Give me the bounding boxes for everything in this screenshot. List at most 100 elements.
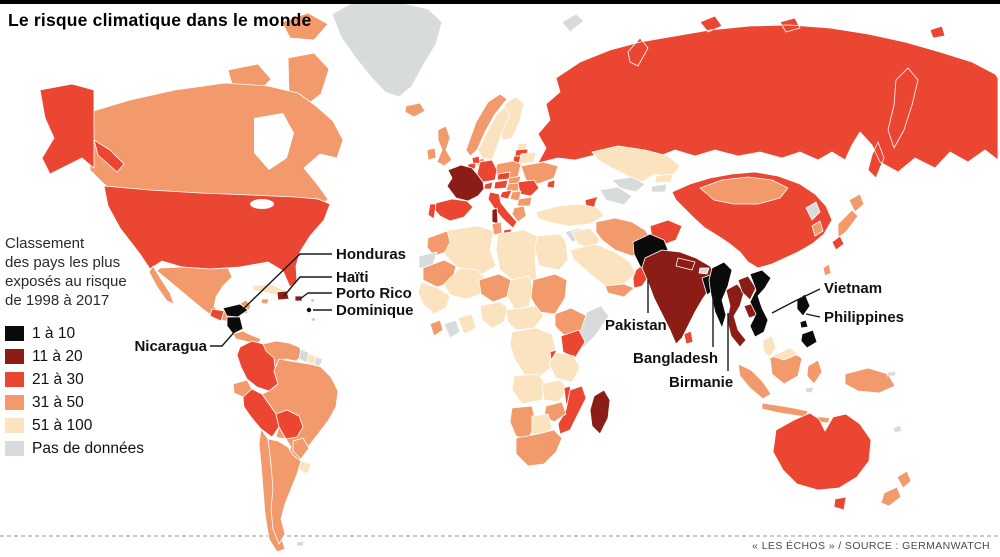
region-uruguay: [298, 460, 312, 475]
legend-label: 11 à 20: [32, 347, 83, 365]
callout-label-philippines: Philippines: [824, 309, 904, 326]
region-alaska: [39, 83, 125, 175]
region-yemen: [604, 283, 635, 298]
region-austria: [493, 179, 509, 190]
region-libya: [495, 229, 538, 284]
callout-label-nicaragua: Nicaragua: [134, 338, 207, 355]
region-sweden: [477, 106, 511, 161]
region-uk: [436, 125, 453, 167]
region-chad: [506, 275, 534, 311]
region-new-zealand: [880, 470, 912, 507]
region-switzerland: [483, 181, 494, 190]
callout-line-honduras: [239, 253, 332, 313]
region-myanmar: [708, 261, 733, 329]
region-falkland: [295, 540, 305, 547]
legend-caption: Classement des pays les plus exposés au …: [5, 234, 175, 310]
callout-label-vietnam: Vietnam: [824, 280, 882, 297]
callout-label-honduras: Honduras: [336, 246, 406, 263]
region-ghana-benin: [457, 313, 477, 335]
top-accent-bar: [0, 0, 1000, 4]
region-tanzania: [548, 351, 581, 383]
region-madagascar: [589, 389, 611, 435]
legend-item-rank-31-50: 31 à 50: [5, 391, 175, 414]
region-porto-rico: [294, 295, 303, 302]
callout-label-bangladesh: Bangladesh: [633, 350, 718, 367]
legend-label: 31 à 50: [32, 393, 84, 411]
region-solomon-islands: [886, 370, 897, 377]
region-argentina: [267, 438, 302, 545]
region-svalbard: [561, 13, 585, 33]
region-australia: [772, 412, 872, 511]
region-south-africa: [515, 429, 563, 467]
legend-swatch-rank-1-10: [5, 326, 24, 341]
callout-label-haiti: Haïti: [336, 269, 369, 286]
legend-item-no-data: Pas de données: [5, 437, 175, 460]
region-japan: [837, 193, 865, 239]
region-new-guinea: [844, 367, 896, 394]
region-timor: [804, 386, 815, 394]
region-tunisia: [491, 221, 503, 236]
source-credit: « LES ÉCHOS » / SOURCE : GERMANWATCH: [752, 540, 990, 552]
region-mexico: [148, 265, 252, 322]
hudson-bay: [254, 113, 294, 170]
region-dominique: [305, 306, 312, 313]
region-honduras: [222, 303, 249, 318]
legend-caption-line: des pays les plus: [5, 254, 121, 271]
region-jamaica: [260, 298, 270, 305]
region-ireland: [426, 147, 437, 161]
region-malaysia: [762, 335, 777, 358]
region-belarus: [518, 151, 537, 165]
page-title: Le risque climatique dans le monde: [8, 10, 312, 30]
region-greenland: [331, 0, 443, 98]
region-kyrgyzstan: [654, 173, 674, 184]
callout-line-philippines: [805, 313, 821, 318]
region-greece: [511, 205, 527, 223]
legend-label: 21 à 30: [32, 370, 84, 388]
legend-swatch-rank-31-50: [5, 395, 24, 410]
region-indonesia: [737, 349, 831, 424]
region-iceland: [404, 102, 426, 118]
region-netherlands: [471, 155, 481, 165]
region-guatemala: [209, 308, 225, 322]
region-somalia: [578, 305, 610, 349]
region-bhutan: [698, 267, 710, 275]
region-corsica-sardinia: [491, 207, 499, 225]
region-uzbekistan: [611, 176, 646, 193]
legend-swatch-rank-11-20: [5, 349, 24, 364]
region-norway: [465, 93, 508, 157]
callout-label-pakistan: Pakistan: [605, 317, 667, 334]
region-niger: [478, 273, 512, 303]
region-venezuela: [262, 340, 304, 368]
legend: Classement des pays les plus exposés au …: [5, 234, 175, 460]
region-nicaragua: [226, 316, 244, 335]
region-russia: [537, 15, 999, 179]
region-portugal: [427, 203, 437, 220]
region-vietnam: [749, 269, 772, 338]
region-spain: [433, 198, 474, 222]
region-bulgaria: [516, 196, 533, 207]
region-lesser-antilles: [310, 298, 316, 322]
region-sudan: [530, 273, 568, 315]
region-croatia: [499, 189, 513, 200]
legend-item-rank-1-10: 1 à 10: [5, 322, 175, 345]
region-hungary: [505, 182, 521, 192]
callout-label-dominique: Dominique: [336, 302, 414, 319]
region-angola: [511, 373, 547, 405]
legend-caption-line: de 1998 à 2017: [5, 292, 110, 309]
region-zambia: [541, 379, 569, 403]
callout-line-vietnam: [771, 288, 821, 314]
legend-swatch-no-data: [5, 441, 24, 456]
region-nigeria: [479, 301, 509, 329]
region-philippines: [796, 293, 818, 349]
region-nepal: [675, 257, 696, 271]
callout-line-haiti: [283, 276, 332, 297]
legend-item-rank-21-30: 21 à 30: [5, 368, 175, 391]
legend-swatch-rank-51-100: [5, 418, 24, 433]
region-cote-divoire: [443, 319, 461, 339]
region-japan-kyushu: [831, 235, 845, 251]
region-tajikistan: [650, 183, 668, 193]
region-india: [641, 249, 717, 345]
region-kenya: [560, 329, 586, 359]
